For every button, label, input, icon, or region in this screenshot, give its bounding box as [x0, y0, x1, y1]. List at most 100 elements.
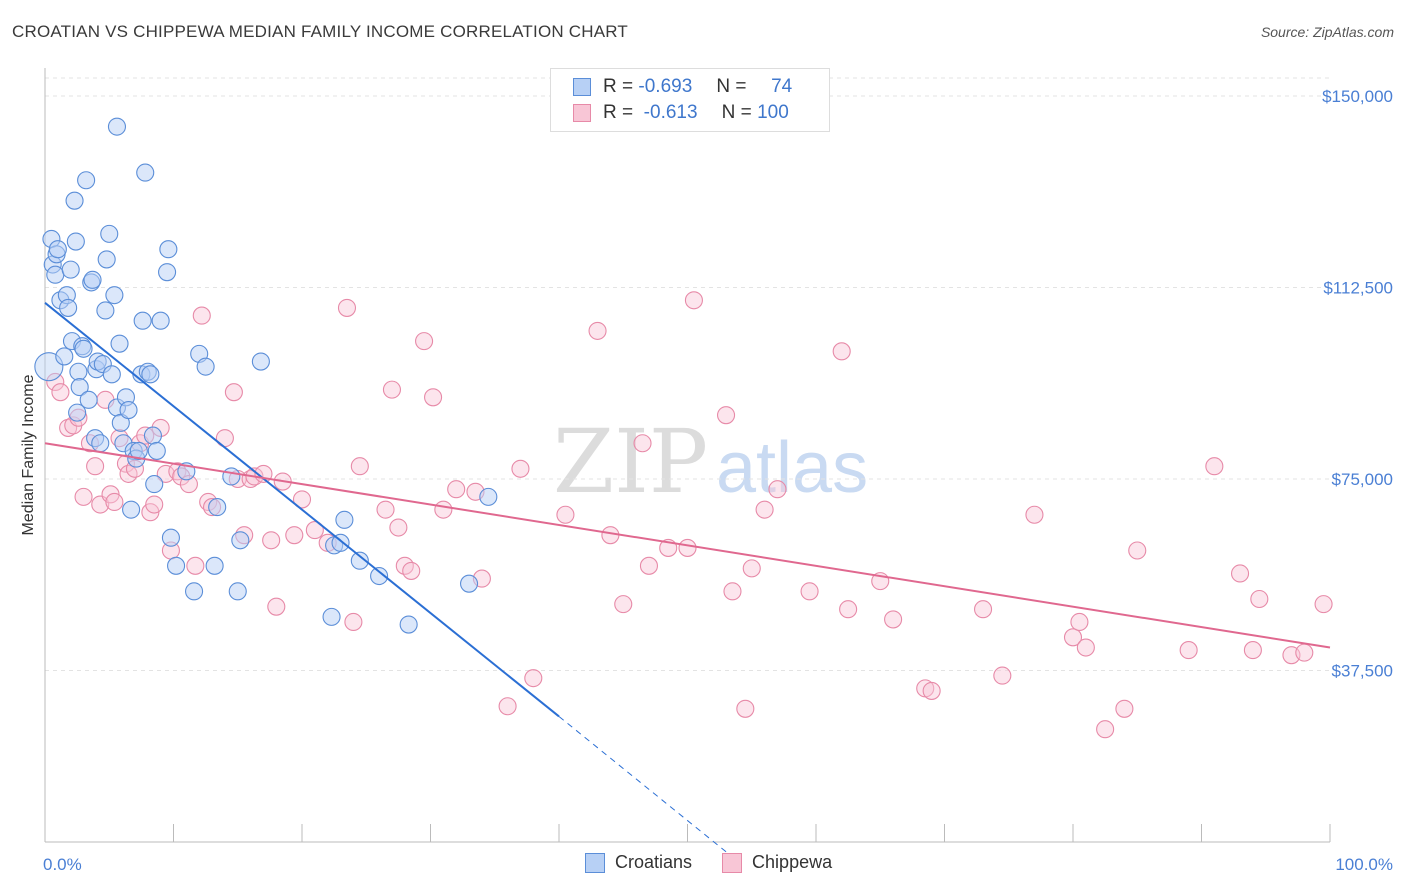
chippewa-point: [145, 495, 164, 514]
chippewa-point: [415, 332, 434, 351]
chippewa-point: [800, 582, 819, 601]
croatian-point: [129, 441, 148, 460]
chippewa-point: [1096, 720, 1115, 739]
croatian-point: [399, 615, 418, 634]
legend-item-croatians: Croatians: [585, 852, 692, 873]
chippewa-point: [262, 531, 281, 550]
chippewa-trend-line: [44, 442, 1331, 649]
y-tick-label: $75,000: [1332, 470, 1393, 489]
n-label: N =: [716, 76, 747, 97]
croatian-point: [145, 475, 164, 494]
croatians-swatch: [573, 78, 591, 96]
croatian-point: [46, 265, 65, 284]
croatian-point: [322, 607, 341, 626]
croatian-point: [122, 500, 141, 519]
chippewa-point: [1115, 699, 1134, 718]
chippewa-point: [1063, 628, 1083, 647]
croatian-point: [66, 232, 85, 251]
legend-row-croatians: R = -0.693 N = 74: [573, 75, 792, 99]
chippewa-point: [524, 669, 543, 688]
croatian-point: [74, 339, 93, 358]
r-label: R =: [603, 102, 634, 123]
croatian-point: [70, 378, 89, 397]
chippewa-point: [1250, 589, 1269, 609]
chippewa-n-value: 100: [757, 102, 789, 123]
chippewa-point: [350, 457, 369, 476]
chippewa-point: [1205, 457, 1224, 476]
croatians-r-value: -0.693: [638, 76, 693, 97]
chippewa-point: [723, 582, 742, 601]
chippewa-point: [639, 556, 659, 575]
watermark-zip: ZIP: [553, 410, 708, 513]
croatian-point: [119, 401, 138, 420]
chippewa-point: [1314, 595, 1333, 614]
croatian-point: [370, 566, 389, 586]
chippewa-point: [884, 610, 903, 629]
chippewa-point: [973, 600, 993, 619]
croatian-point: [96, 301, 115, 320]
croatians-legend-label: Croatians: [615, 852, 693, 872]
chippewa-point: [684, 291, 703, 310]
croatian-point: [331, 533, 350, 552]
chippewa-legend-label: Chippewa: [752, 852, 833, 872]
y-tick-label: $150,000: [1322, 87, 1393, 106]
trend-lines: [44, 302, 1331, 853]
chippewa-point: [1179, 641, 1198, 660]
chippewa-point: [447, 480, 466, 499]
croatian-point: [59, 298, 78, 317]
chippewa-point: [1243, 641, 1262, 660]
chippewa-point: [382, 380, 402, 399]
chippewa-point: [192, 306, 211, 325]
legend-row-chippewa: R = -0.613 N = 100: [573, 101, 789, 125]
croatian-point: [100, 224, 119, 243]
chippewa-point: [633, 434, 652, 453]
croatian-point: [107, 117, 127, 136]
chippewa-point: [86, 457, 105, 476]
axes: [44, 68, 1331, 843]
chippewa-point: [156, 464, 175, 483]
croatian-point: [83, 270, 102, 289]
croatian-point: [205, 556, 224, 575]
croatian-point: [161, 528, 180, 547]
chippewa-point: [614, 595, 633, 614]
croatian-point: [65, 191, 84, 210]
chippewa-point: [1128, 541, 1147, 560]
chippewa-point: [511, 459, 530, 478]
x-tick-label-start: 0.0%: [43, 855, 82, 874]
croatian-point: [68, 403, 87, 422]
series-legend: Croatians Chippewa: [585, 852, 862, 873]
y-tick-label: $37,500: [1332, 662, 1393, 681]
chippewa-point: [716, 406, 736, 425]
croatian-point: [147, 441, 166, 460]
croatian-point: [61, 260, 80, 279]
watermark-atlas: atlas: [716, 428, 868, 508]
tick-labels: $37,500 $75,000 $112,500 $150,000 0.0% 100.0%: [43, 87, 1393, 874]
chippewa-legend-swatch: [722, 852, 743, 873]
chippewa-point: [402, 561, 421, 580]
gridlines: [45, 77, 1330, 671]
chippewa-point: [922, 681, 941, 700]
legend-item-chippewa: Chippewa: [722, 852, 832, 873]
croatian-point: [91, 434, 110, 453]
chippewa-point: [742, 559, 761, 578]
croatian-point: [158, 263, 177, 282]
source-label: Source: ZipAtlas.com: [1260, 24, 1394, 40]
chippewa-point: [215, 429, 234, 448]
chippewa-point: [376, 500, 395, 519]
chippewa-point: [344, 612, 363, 632]
chippewa-point: [1076, 638, 1095, 657]
chippewa-point: [224, 383, 243, 402]
chippewa-point: [434, 500, 453, 519]
chippewa-point: [1295, 643, 1314, 662]
croatian-point: [97, 250, 116, 269]
chart-title: CROATIAN VS CHIPPEWA MEDIAN FAMILY INCOM…: [12, 22, 629, 41]
croatian-point: [159, 240, 178, 259]
croatian-points: [34, 117, 498, 634]
n-label: N =: [721, 102, 752, 123]
x-tick-label-end: 100.0%: [1335, 855, 1393, 874]
croatians-n-value: 74: [771, 76, 793, 97]
chippewa-point: [267, 597, 286, 616]
croatians-legend-swatch: [585, 852, 605, 873]
croatians-trend-extension: [558, 716, 727, 853]
